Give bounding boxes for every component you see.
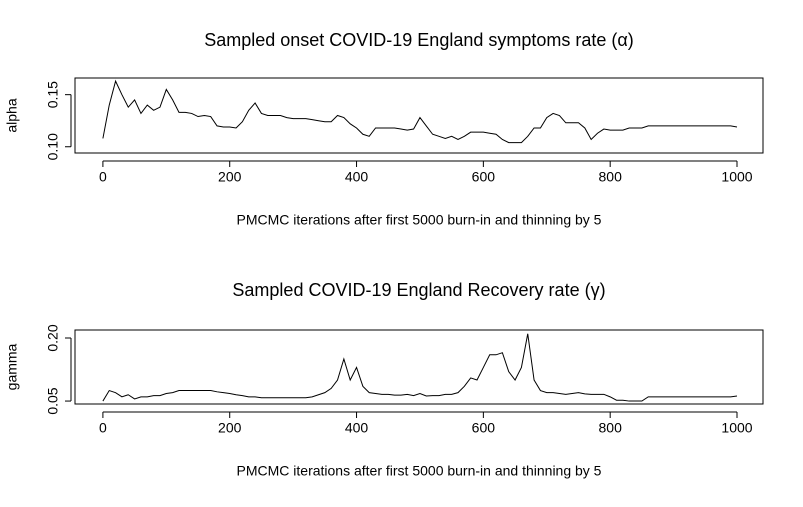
x-tick-label: 1000 <box>721 420 752 436</box>
y-axis-label: gamma <box>4 343 20 390</box>
data-line <box>102 333 738 402</box>
x-tick-label: 200 <box>218 169 242 185</box>
x-tick-label: 400 <box>345 169 369 185</box>
x-tick-label: 200 <box>218 420 242 436</box>
x-tick-label: 1000 <box>721 169 752 185</box>
panel: Sampled COVID-19 England Recovery rate (… <box>4 280 764 479</box>
y-tick-label: 0.20 <box>45 324 61 351</box>
x-axis-label: PMCMC iterations after first 5000 burn-i… <box>237 463 602 479</box>
y-axis-label: alpha <box>4 98 20 132</box>
x-tick-label: 800 <box>599 420 623 436</box>
y-tick-label: 0.10 <box>45 133 61 160</box>
plot-frame <box>74 77 764 154</box>
chart-title: Sampled COVID-19 England Recovery rate (… <box>232 280 605 300</box>
x-tick-label: 0 <box>99 169 107 185</box>
plot-frame <box>74 329 764 405</box>
y-tick-label: 0.15 <box>45 81 61 108</box>
x-tick-label: 800 <box>599 169 623 185</box>
chart-title: Sampled onset COVID-19 England symptoms … <box>204 30 634 50</box>
x-tick-label: 400 <box>345 420 369 436</box>
x-tick-label: 0 <box>99 420 107 436</box>
x-tick-label: 600 <box>472 169 496 185</box>
x-tick-label: 600 <box>472 420 496 436</box>
data-line <box>102 79 738 144</box>
x-axis-label: PMCMC iterations after first 5000 burn-i… <box>237 212 602 228</box>
panel: Sampled onset COVID-19 England symptoms … <box>4 30 764 228</box>
y-tick-label: 0.05 <box>45 387 61 414</box>
